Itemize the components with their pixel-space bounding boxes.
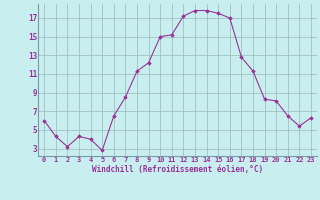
X-axis label: Windchill (Refroidissement éolien,°C): Windchill (Refroidissement éolien,°C) [92, 165, 263, 174]
